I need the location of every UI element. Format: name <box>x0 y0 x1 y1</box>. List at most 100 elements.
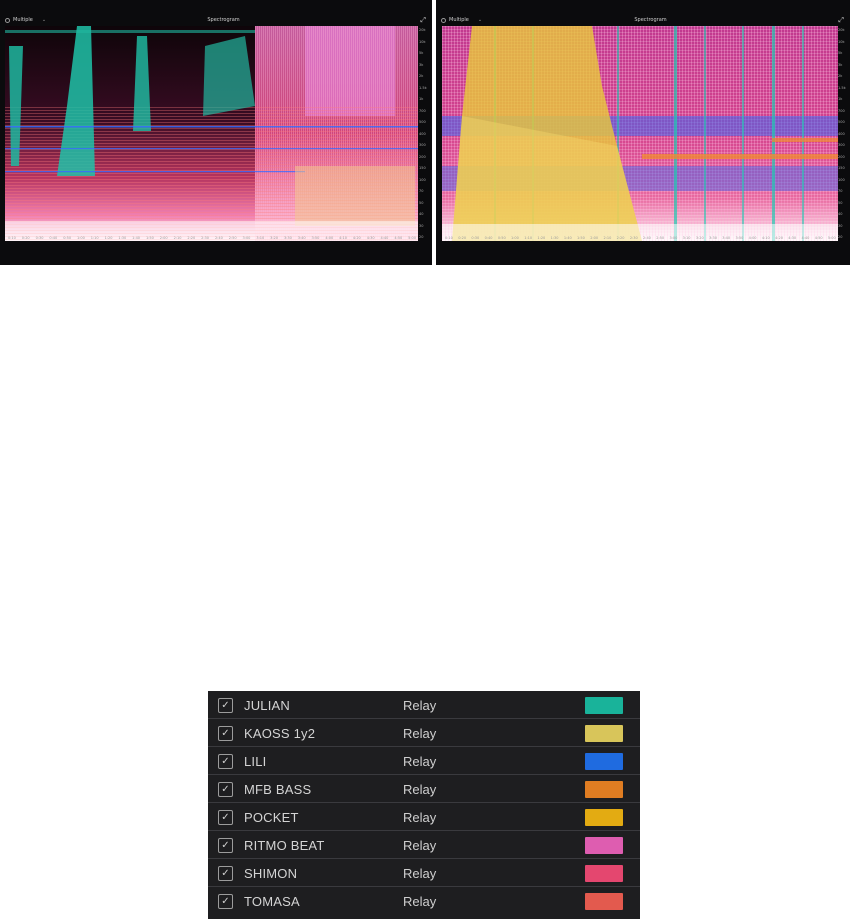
freq-tick: 3k <box>838 62 843 67</box>
time-tick: 2:30 <box>629 236 638 240</box>
legend-row[interactable]: ✓ POCKET Relay <box>208 803 640 831</box>
time-tick: 1:40 <box>563 236 572 240</box>
freq-tick: 3k <box>419 62 424 67</box>
time-tick: 3:20 <box>270 236 279 240</box>
color-swatch[interactable] <box>585 781 623 798</box>
freq-tick: 150 <box>838 166 845 170</box>
freq-tick: 200 <box>838 154 845 159</box>
settings-circle-icon[interactable] <box>441 17 446 23</box>
time-tick: 0:10 <box>8 236 16 240</box>
legend-row[interactable]: ✓ TOMASA Relay <box>208 887 640 915</box>
freq-tick: 50 <box>838 200 843 205</box>
time-tick: 0:40 <box>49 236 58 240</box>
freq-tick: 40 <box>838 212 843 216</box>
time-tick: 1:00 <box>76 236 85 240</box>
track-mode: Relay <box>403 754 437 769</box>
track-name: SHIMON <box>244 866 298 881</box>
freq-tick: 500 <box>838 120 845 124</box>
color-swatch[interactable] <box>585 753 623 770</box>
freq-tick: 300 <box>419 143 426 147</box>
track-checkbox[interactable]: ✓ <box>218 782 233 797</box>
source-selector[interactable]: Multiple <box>13 17 33 23</box>
track-legend: ✓ JULIAN Relay ✓ KAOSS 1y2 Relay ✓ LILI … <box>208 691 640 919</box>
freq-tick: 30 <box>838 223 843 228</box>
source-selector[interactable]: Multiple <box>449 17 469 23</box>
track-mode: Relay <box>403 810 437 825</box>
time-tick: 2:10 <box>603 236 612 240</box>
legend-row[interactable]: ✓ MFB BASS Relay <box>208 775 640 803</box>
color-swatch[interactable] <box>585 893 623 910</box>
time-tick: 3:50 <box>311 236 320 240</box>
color-swatch[interactable] <box>585 809 623 826</box>
freq-tick: 1.5k <box>838 85 846 90</box>
freq-tick: 1.5k <box>419 85 427 90</box>
freq-tick: 1k <box>838 97 843 101</box>
time-axis: 0:10 0:20 0:30 0:40 0:50 1:00 1:10 1:20 … <box>8 236 416 240</box>
time-tick: 1:10 <box>524 236 533 240</box>
spectrogram-image <box>5 26 418 241</box>
freq-tick: 700 <box>838 108 845 113</box>
legend-row[interactable]: ✓ LILI Relay <box>208 747 640 775</box>
time-tick: 4:50 <box>814 236 823 240</box>
color-swatch[interactable] <box>585 725 623 742</box>
time-tick: 4:00 <box>325 236 334 240</box>
color-swatch[interactable] <box>585 837 623 854</box>
legend-row[interactable]: ✓ JULIAN Relay <box>208 691 640 719</box>
time-tick: 4:50 <box>394 236 403 240</box>
time-tick: 0:20 <box>458 236 467 240</box>
legend-row[interactable]: ✓ RITMO BEAT Relay <box>208 831 640 859</box>
track-name: TOMASA <box>244 894 300 909</box>
freq-tick: 20k <box>838 28 845 32</box>
time-tick: 3:10 <box>682 236 691 240</box>
chevron-down-icon[interactable]: ⌄ <box>477 17 483 23</box>
spectrogram-panel-left: Multiple ⌄ Spectrogram ⤢ <box>0 0 432 265</box>
track-mode: Relay <box>403 838 437 853</box>
color-swatch[interactable] <box>585 865 623 882</box>
spectrogram-plot[interactable] <box>5 26 418 241</box>
freq-tick: 5k <box>838 51 843 55</box>
time-tick: 1:40 <box>132 236 141 240</box>
settings-circle-icon[interactable] <box>5 17 10 23</box>
track-mode: Relay <box>403 726 437 741</box>
track-mode: Relay <box>403 782 437 797</box>
freq-tick: 20 <box>419 235 424 239</box>
time-tick: 0:10 <box>445 236 453 240</box>
track-checkbox[interactable]: ✓ <box>218 810 233 825</box>
time-tick: 0:50 <box>63 236 72 240</box>
spectrogram-plot[interactable] <box>442 26 838 241</box>
track-name: POCKET <box>244 810 299 825</box>
time-tick: 3:40 <box>297 236 306 240</box>
track-checkbox[interactable]: ✓ <box>218 894 233 909</box>
time-tick: 2:50 <box>656 236 665 240</box>
time-tick: 4:10 <box>339 236 347 240</box>
chevron-down-icon[interactable]: ⌄ <box>41 17 47 23</box>
expand-icon[interactable]: ⤢ <box>420 16 426 24</box>
track-name: JULIAN <box>244 698 290 713</box>
track-checkbox[interactable]: ✓ <box>218 726 233 741</box>
track-name: RITMO BEAT <box>244 838 325 853</box>
freq-tick: 100 <box>419 177 426 182</box>
track-checkbox[interactable]: ✓ <box>218 754 233 769</box>
time-tick: 1:20 <box>537 236 546 240</box>
legend-row[interactable]: ✓ KAOSS 1y2 Relay <box>208 719 640 747</box>
time-tick: 2:00 <box>590 236 599 240</box>
time-tick: 3:40 <box>722 236 731 240</box>
time-tick: 4:20 <box>775 236 783 240</box>
time-tick: 4:30 <box>788 236 797 240</box>
color-swatch[interactable] <box>585 697 623 714</box>
legend-row[interactable]: ✓ SHIMON Relay <box>208 859 640 887</box>
time-tick: 4:40 <box>801 236 810 240</box>
track-checkbox[interactable]: ✓ <box>218 698 233 713</box>
time-tick: 4:20 <box>352 236 361 240</box>
track-checkbox[interactable]: ✓ <box>218 866 233 881</box>
frequency-axis: 20k 10k 5k 3k 2k 1.5k 1k 700 500 400 300… <box>838 28 849 239</box>
freq-tick: 20k <box>419 28 426 32</box>
time-tick: 1:50 <box>145 236 154 240</box>
time-tick: 3:00 <box>242 236 251 240</box>
track-checkbox[interactable]: ✓ <box>218 838 233 853</box>
freq-tick: 2k <box>419 74 424 78</box>
track-mode: Relay <box>403 894 437 909</box>
freq-tick: 20 <box>838 235 843 239</box>
expand-icon[interactable]: ⤢ <box>838 16 844 24</box>
time-tick: 4:30 <box>366 236 375 240</box>
